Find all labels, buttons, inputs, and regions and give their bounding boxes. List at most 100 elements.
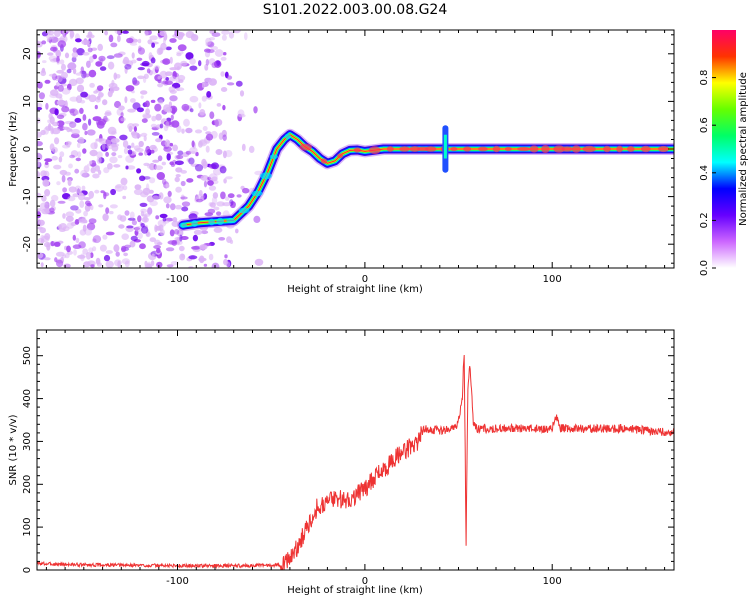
- noise-speck: [218, 237, 226, 241]
- noise-speck: [122, 195, 127, 200]
- noise-speck: [210, 46, 218, 51]
- noise-speck: [54, 108, 59, 116]
- noise-speck: [74, 110, 80, 115]
- noise-speck: [170, 114, 174, 121]
- noise-speck: [62, 126, 70, 130]
- noise-speck: [159, 123, 164, 129]
- noise-speck: [125, 165, 129, 170]
- noise-speck: [221, 34, 227, 41]
- ridge-blob: [657, 145, 669, 153]
- noise-speck: [57, 84, 64, 92]
- noise-speck: [115, 251, 120, 257]
- ridge-blob: [626, 146, 635, 152]
- colorbar-ticks: 0.0 0.2 0.4 0.6 0.8: [699, 70, 716, 276]
- noise-speck: [139, 243, 146, 250]
- noise-speck: [216, 211, 222, 216]
- noise-speck: [83, 220, 88, 224]
- noise-speck: [92, 173, 100, 179]
- ridge-blob: [337, 153, 344, 159]
- noise-speck: [145, 183, 150, 192]
- noise-speck: [56, 61, 60, 65]
- noise-speck: [226, 82, 235, 86]
- noise-speck: [88, 69, 97, 78]
- noise-speck: [222, 202, 232, 207]
- noise-speck: [213, 206, 220, 211]
- noise-speck: [242, 187, 250, 194]
- noise-speck: [114, 259, 122, 267]
- noise-speck: [82, 122, 88, 131]
- noise-speck: [117, 214, 123, 221]
- noise-speck: [189, 95, 199, 103]
- noise-speck: [134, 184, 142, 190]
- noise-speck: [200, 175, 209, 181]
- noise-speck: [99, 244, 107, 252]
- noise-speck: [90, 167, 96, 174]
- noise-speck: [177, 150, 184, 156]
- noise-speck: [80, 66, 85, 73]
- snr-panel: -100 0 100 0 100 200 300 400 500 Height of strai…: [8, 329, 675, 596]
- noise-speck: [62, 254, 67, 259]
- noise-speck: [113, 53, 123, 58]
- noise-speck: [56, 120, 65, 127]
- noise-speck: [88, 56, 94, 63]
- noise-speck: [166, 264, 174, 268]
- noise-speck: [238, 113, 246, 118]
- noise-speck: [61, 63, 66, 71]
- noise-speck: [71, 133, 80, 139]
- noise-speck: [37, 141, 43, 147]
- noise-speck: [156, 247, 161, 254]
- noise-speck: [177, 44, 187, 52]
- noise-speck: [41, 195, 47, 202]
- noise-speck: [115, 74, 121, 79]
- noise-speck: [44, 158, 53, 163]
- noise-speck: [59, 96, 63, 103]
- noise-speck: [191, 140, 195, 148]
- noise-speck: [181, 206, 189, 212]
- noise-speck: [205, 133, 214, 141]
- noise-speck: [154, 103, 162, 112]
- noise-speck: [86, 60, 91, 68]
- noise-speck: [46, 243, 51, 251]
- noise-speck: [74, 168, 80, 174]
- noise-speck: [127, 217, 136, 221]
- spectrogram-x-tick-label: 0: [362, 274, 368, 285]
- noise-speck: [130, 98, 136, 103]
- noise-speck: [126, 37, 134, 44]
- noise-speck: [121, 233, 129, 240]
- noise-speck: [94, 104, 98, 110]
- noise-speck: [82, 52, 90, 56]
- noise-speck: [129, 211, 135, 219]
- noise-speck: [224, 254, 228, 259]
- noise-speck: [105, 231, 115, 236]
- noise-speck: [76, 142, 81, 148]
- noise-speck: [155, 225, 162, 231]
- noise-speck: [170, 203, 176, 211]
- noise-speck: [185, 127, 193, 134]
- noise-speck: [104, 112, 112, 116]
- noise-speck: [165, 121, 170, 129]
- noise-speck: [64, 52, 70, 59]
- ridge-blob: [216, 217, 225, 225]
- noise-speck: [83, 165, 90, 173]
- noise-speck: [109, 210, 114, 215]
- noise-speck: [198, 255, 205, 264]
- noise-speck: [165, 247, 175, 252]
- noise-speck: [207, 176, 211, 181]
- noise-speck: [64, 171, 71, 176]
- noise-speck: [54, 257, 58, 263]
- noise-speck: [110, 42, 118, 48]
- noise-speck: [144, 100, 150, 108]
- noise-speck: [37, 211, 42, 219]
- noise-speck: [158, 192, 164, 200]
- noise-speck: [225, 176, 233, 180]
- noise-speck: [174, 160, 184, 166]
- noise-speck: [169, 38, 177, 43]
- noise-speck: [214, 118, 223, 127]
- noise-speck: [224, 196, 230, 201]
- noise-speck: [95, 257, 101, 265]
- noise-speck: [50, 241, 55, 247]
- noise-speck: [78, 136, 85, 144]
- noise-speck: [69, 78, 78, 87]
- ridge-blob: [386, 146, 394, 152]
- noise-speck: [143, 73, 149, 80]
